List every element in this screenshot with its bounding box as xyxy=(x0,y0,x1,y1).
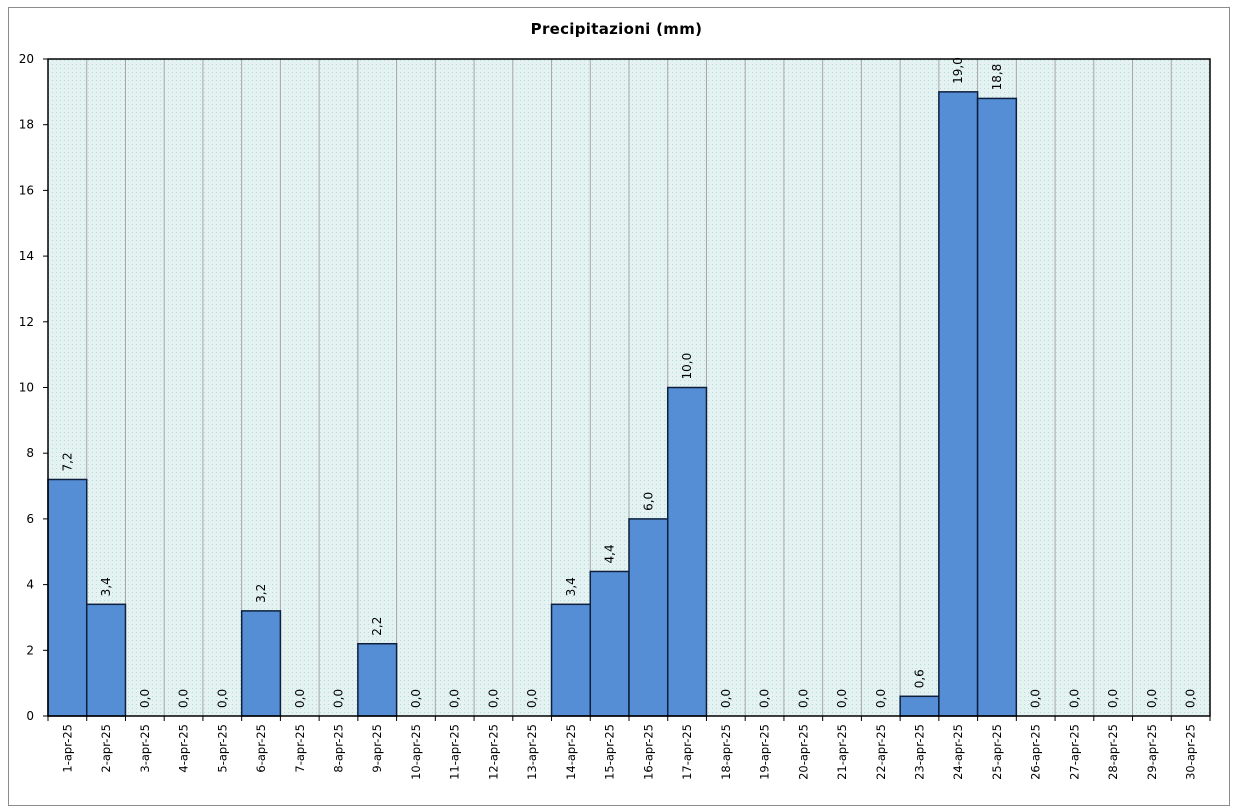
x-tick-label: 9-apr-25 xyxy=(370,724,384,773)
y-tick-label: 20 xyxy=(19,52,34,66)
x-tick-label: 17-apr-25 xyxy=(680,724,694,780)
x-tick-label: 28-apr-25 xyxy=(1106,724,1120,780)
data-labels: 7,2 3,4 0,0 0,0 0,0 3,2 0,0 0,0 2,2 0,0 0,0 0,0 0,0 3… xyxy=(60,57,1197,708)
data-label: 0,6 xyxy=(913,669,927,688)
x-tick-label: 4-apr-25 xyxy=(177,724,191,773)
data-label: 0,0 xyxy=(332,689,346,708)
y-tick-label: 6 xyxy=(26,512,34,526)
y-tick-label: 14 xyxy=(19,249,34,263)
y-tick-label: 0 xyxy=(26,709,34,723)
data-label: 0,0 xyxy=(448,689,462,708)
y-tick-label: 10 xyxy=(19,381,34,395)
data-label: 0,0 xyxy=(874,689,888,708)
data-label: 18,8 xyxy=(990,64,1004,91)
data-label: 0,0 xyxy=(1067,689,1081,708)
y-tick-label: 12 xyxy=(19,315,34,329)
x-tick-label: 22-apr-25 xyxy=(874,724,888,780)
x-tick-label: 16-apr-25 xyxy=(641,724,655,780)
x-tick-label: 14-apr-25 xyxy=(564,724,578,780)
x-tick-label: 20-apr-25 xyxy=(796,724,810,780)
x-tick-label: 5-apr-25 xyxy=(215,724,229,773)
data-label: 0,0 xyxy=(719,689,733,708)
x-tick-label: 13-apr-25 xyxy=(525,724,539,780)
bars xyxy=(47,91,1018,717)
bar xyxy=(666,386,708,717)
x-tick-label: 1-apr-25 xyxy=(60,724,74,773)
data-label: 3,2 xyxy=(254,584,268,603)
data-label: 19,0 xyxy=(951,57,965,84)
x-tick-label: 30-apr-25 xyxy=(1184,724,1198,780)
data-label: 0,0 xyxy=(1145,689,1159,708)
data-label: 0,0 xyxy=(1106,689,1120,708)
bar xyxy=(976,97,1018,717)
y-tick-label: 16 xyxy=(19,183,34,197)
x-tick-label: 25-apr-25 xyxy=(990,724,1004,780)
x-tick-label: 15-apr-25 xyxy=(603,724,617,780)
data-label: 0,0 xyxy=(758,689,772,708)
x-tick-label: 11-apr-25 xyxy=(448,724,462,780)
data-label: 10,0 xyxy=(680,353,694,380)
x-axis: 1-apr-25 2-apr-25 3-apr-25 4-apr-25 5-apr-25… xyxy=(47,716,1211,780)
x-tick-label: 23-apr-25 xyxy=(913,724,927,780)
data-label: 0,0 xyxy=(1029,689,1043,708)
data-label: 0,0 xyxy=(835,689,849,708)
x-tick-label: 6-apr-25 xyxy=(254,724,268,773)
bar xyxy=(240,610,282,717)
data-label: 3,4 xyxy=(564,577,578,596)
x-tick-label: 19-apr-25 xyxy=(758,724,772,780)
x-tick-label: 2-apr-25 xyxy=(99,724,113,773)
data-label: 4,4 xyxy=(603,544,617,563)
x-tick-label: 29-apr-25 xyxy=(1145,724,1159,780)
data-label: 0,0 xyxy=(1184,689,1198,708)
x-tick-label: 24-apr-25 xyxy=(951,724,965,780)
x-tick-label: 21-apr-25 xyxy=(835,724,849,780)
y-tick-label: 18 xyxy=(19,118,34,132)
x-tick-label: 3-apr-25 xyxy=(138,724,152,773)
bar xyxy=(47,478,88,717)
bar xyxy=(899,695,940,717)
data-label: 0,0 xyxy=(293,689,307,708)
bar xyxy=(357,642,398,717)
chart-title: Precipitazioni (mm) xyxy=(530,20,703,38)
bar xyxy=(550,603,592,717)
data-label: 0,0 xyxy=(177,689,191,708)
data-label: 2,2 xyxy=(370,617,384,636)
x-tick-label: 8-apr-25 xyxy=(332,724,346,773)
data-label: 0,0 xyxy=(409,689,423,708)
data-label: 0,0 xyxy=(525,689,539,708)
x-tick-label: 12-apr-25 xyxy=(486,724,500,780)
bar xyxy=(938,91,979,717)
data-label: 7,2 xyxy=(60,452,74,471)
data-label: 0,0 xyxy=(796,689,810,708)
bar xyxy=(628,518,669,717)
bar xyxy=(85,603,127,717)
x-tick-label: 27-apr-25 xyxy=(1067,724,1081,780)
data-label: 3,4 xyxy=(99,577,113,596)
x-tick-label: 26-apr-25 xyxy=(1029,724,1043,780)
bar xyxy=(589,570,630,717)
data-label: 0,0 xyxy=(486,689,500,708)
y-tick-label: 8 xyxy=(26,446,34,460)
y-axis: 0 2 4 6 8 10 12 14 16 18 20 xyxy=(19,52,48,723)
data-label: 0,0 xyxy=(215,689,229,708)
data-label: 0,0 xyxy=(138,689,152,708)
x-tick-label: 7-apr-25 xyxy=(293,724,307,773)
data-label: 6,0 xyxy=(641,492,655,511)
x-tick-label: 10-apr-25 xyxy=(409,724,423,780)
x-tick-label: 18-apr-25 xyxy=(719,724,733,780)
y-tick-label: 4 xyxy=(26,578,34,592)
y-tick-label: 2 xyxy=(26,643,34,657)
